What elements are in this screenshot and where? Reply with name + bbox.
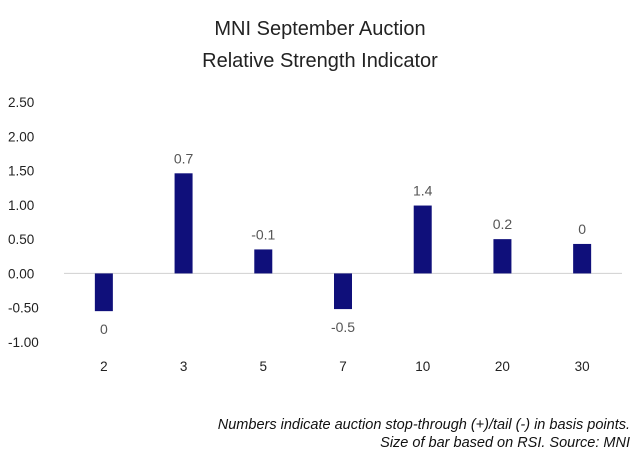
y-tick-label: 2.00 (8, 129, 34, 144)
caption-line-2: Size of bar based on RSI. Source: MNI (380, 435, 630, 451)
bar-30 (573, 243, 592, 274)
y-tick-label: 1.00 (8, 198, 34, 213)
y-tick-label: 1.50 (8, 164, 34, 179)
data-label: -0.1 (251, 226, 275, 242)
bar-series: 0 0.7 -0.1 -0.5 1.4 0.2 0 (94, 150, 592, 337)
x-tick-label: 10 (415, 359, 430, 374)
x-tick-label: 7 (339, 359, 347, 374)
data-label: 0 (100, 321, 108, 337)
x-tick-label: 5 (260, 359, 268, 374)
caption-line-1: Numbers indicate auction stop-through (+… (217, 417, 630, 433)
data-label: 1.4 (413, 183, 433, 199)
bar-7 (334, 273, 352, 310)
data-label: -0.5 (331, 319, 355, 335)
y-tick-label: 2.50 (8, 95, 34, 110)
bar-2 (94, 273, 113, 312)
y-tick-label: -0.50 (8, 301, 39, 316)
y-tick-label: 0.50 (8, 232, 34, 247)
x-tick-label: 20 (495, 359, 510, 374)
bar-20 (493, 239, 512, 274)
y-axis: 2.50 2.00 1.50 1.00 0.50 0.00 -0.50 -1.00 (8, 95, 39, 350)
y-tick-label: -1.00 (8, 335, 39, 350)
x-tick-label: 3 (180, 359, 188, 374)
x-axis: 2 3 5 7 10 20 30 (100, 359, 590, 374)
chart-caption: Numbers indicate auction stop-through (+… (218, 416, 630, 452)
y-tick-label: 0.00 (8, 266, 34, 281)
x-tick-label: 2 (100, 359, 108, 374)
data-label: 0.2 (493, 216, 513, 232)
chart-title-line-1: MNI September Auction (214, 18, 425, 40)
data-label: 0 (578, 221, 586, 237)
data-label: 0.7 (174, 150, 194, 166)
bar-3 (174, 173, 193, 274)
x-tick-label: 30 (575, 359, 590, 374)
bar-5 (254, 249, 273, 274)
chart-title-line-2: Relative Strength Indicator (202, 50, 438, 72)
bar-10 (413, 205, 432, 274)
